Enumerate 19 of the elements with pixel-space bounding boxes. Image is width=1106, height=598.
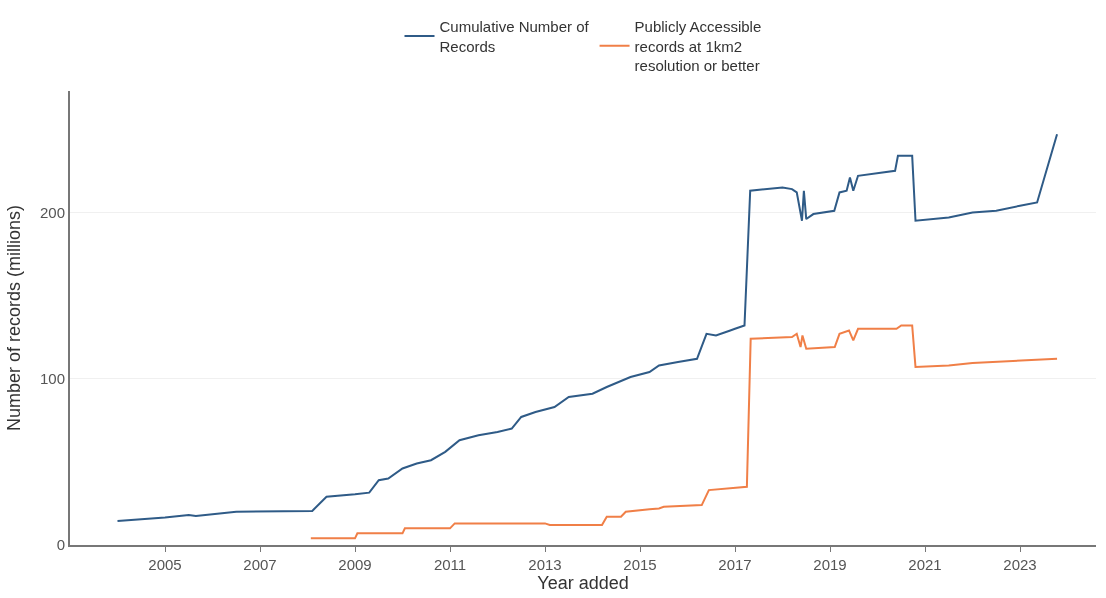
x-tick-label: 2013 <box>528 556 562 573</box>
y-tick-label: 200 <box>39 203 65 221</box>
y-tick-label: 100 <box>39 369 65 387</box>
line-series <box>309 324 1059 540</box>
x-tick-label: 2005 <box>148 556 182 573</box>
y-axis-title: Number of records (millions) <box>3 204 24 432</box>
x-tick-label: 2015 <box>623 556 657 573</box>
x-tick-label: 2021 <box>908 556 942 573</box>
legend-label: Publicly Accessible records at 1km2 resolution or better <box>634 18 762 75</box>
line-series <box>116 133 1059 523</box>
y-tick-label: 0 <box>56 536 65 554</box>
x-tick-label: 2017 <box>718 556 752 573</box>
x-tick-label: 2009 <box>338 556 372 573</box>
x-tick-label: 2019 <box>813 556 847 573</box>
legend-label: Cumulative Number of Records <box>439 18 590 55</box>
x-tick-label: 2023 <box>1003 556 1037 573</box>
x-tick-label: 2007 <box>243 556 277 573</box>
x-axis-title: Year added <box>537 573 629 593</box>
x-tick-label: 2011 <box>433 556 467 573</box>
